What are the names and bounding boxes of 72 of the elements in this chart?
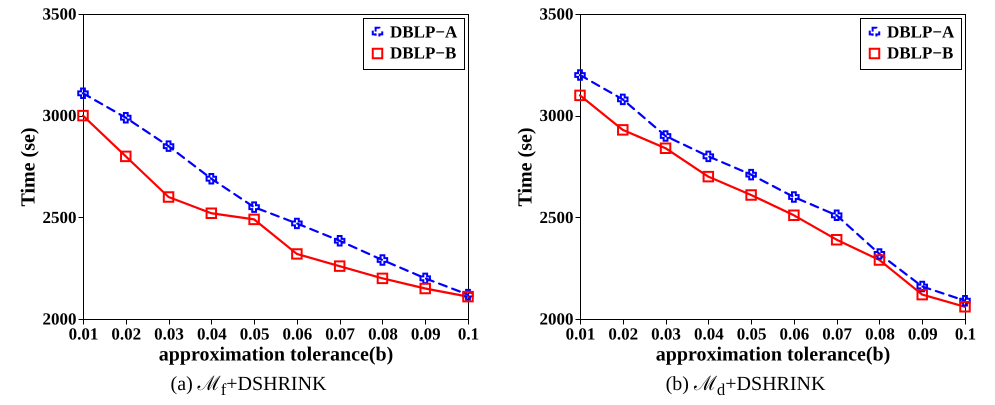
point (162, 140, 174, 152)
point (745, 189, 757, 201)
point (959, 294, 971, 306)
text: (b) ℳ$_{d}$+DSHRINK (666, 372, 826, 400)
x-tick-label: 0.09 (908, 324, 938, 344)
point (788, 210, 800, 222)
x-tick-label: 0.09 (410, 324, 441, 344)
x-tick-label: 0.03 (651, 324, 681, 344)
point (376, 272, 388, 284)
point (660, 142, 672, 154)
x-tick-label: 0.04 (694, 324, 724, 344)
point (788, 191, 800, 203)
legend-label: DBLP−B (390, 44, 456, 62)
point (419, 272, 431, 284)
legend-label: DBLP−A (887, 22, 956, 42)
point (291, 218, 303, 230)
x-tick-label: 0.07 (325, 324, 356, 344)
x-tick-label: 0.06 (780, 324, 810, 344)
y-tick-label: 2500 (540, 208, 574, 227)
point (916, 280, 928, 292)
x-tick-label: 0.1 (458, 324, 480, 344)
y-tick-label: 3000 (42, 106, 76, 126)
y-axis-title: Time (se) (18, 127, 40, 207)
x-tick-label: 0.08 (865, 324, 895, 344)
point (702, 150, 714, 162)
x-tick-label: 0.05 (736, 324, 766, 344)
point (574, 90, 586, 102)
point (120, 112, 132, 124)
point (120, 150, 132, 162)
point (291, 248, 303, 260)
legend-label: DBLP−B (887, 44, 954, 62)
point (660, 130, 672, 142)
point (376, 254, 388, 266)
point (574, 69, 586, 81)
x-tick-label: 0.02 (111, 324, 142, 344)
point (959, 301, 971, 313)
point (617, 124, 629, 136)
text: (a) ℳ$_{f}$+DSHRINK (170, 372, 326, 400)
point (248, 201, 260, 213)
point (874, 248, 886, 260)
point (248, 214, 260, 226)
legend-label: DBLP−A (390, 22, 458, 42)
point (916, 288, 928, 300)
point (419, 282, 431, 294)
x-tick-label: 0.07 (822, 324, 853, 344)
x-tick-label: 0.03 (154, 324, 184, 344)
point (334, 260, 346, 272)
y-axis-title: Time (se) (514, 127, 536, 207)
x-tick-label: 0.06 (282, 324, 312, 344)
point (206, 172, 218, 184)
x-tick-label: 0.04 (196, 324, 228, 344)
y-tick-label: 2500 (42, 208, 76, 227)
point (334, 234, 346, 246)
point (745, 168, 757, 180)
point (206, 208, 218, 220)
x-tick-label: 0.05 (240, 324, 270, 344)
point (77, 110, 89, 122)
x-axis-title: approximation tolerance(b) (158, 344, 394, 366)
y-tick-label: 3500 (540, 4, 574, 24)
x-tick-label: 0.08 (368, 324, 398, 344)
point (830, 210, 842, 222)
point (830, 234, 842, 246)
x-tick-label: 0.02 (608, 324, 638, 344)
y-tick-label: 3500 (42, 4, 76, 24)
point (617, 94, 629, 106)
y-tick-label: 3000 (540, 106, 574, 126)
point (702, 170, 714, 182)
point (874, 254, 886, 266)
x-axis-title: approximation tolerance(b) (656, 344, 890, 366)
point (77, 88, 89, 100)
point (162, 191, 174, 203)
x-tick-label: 0.1 (954, 324, 976, 344)
